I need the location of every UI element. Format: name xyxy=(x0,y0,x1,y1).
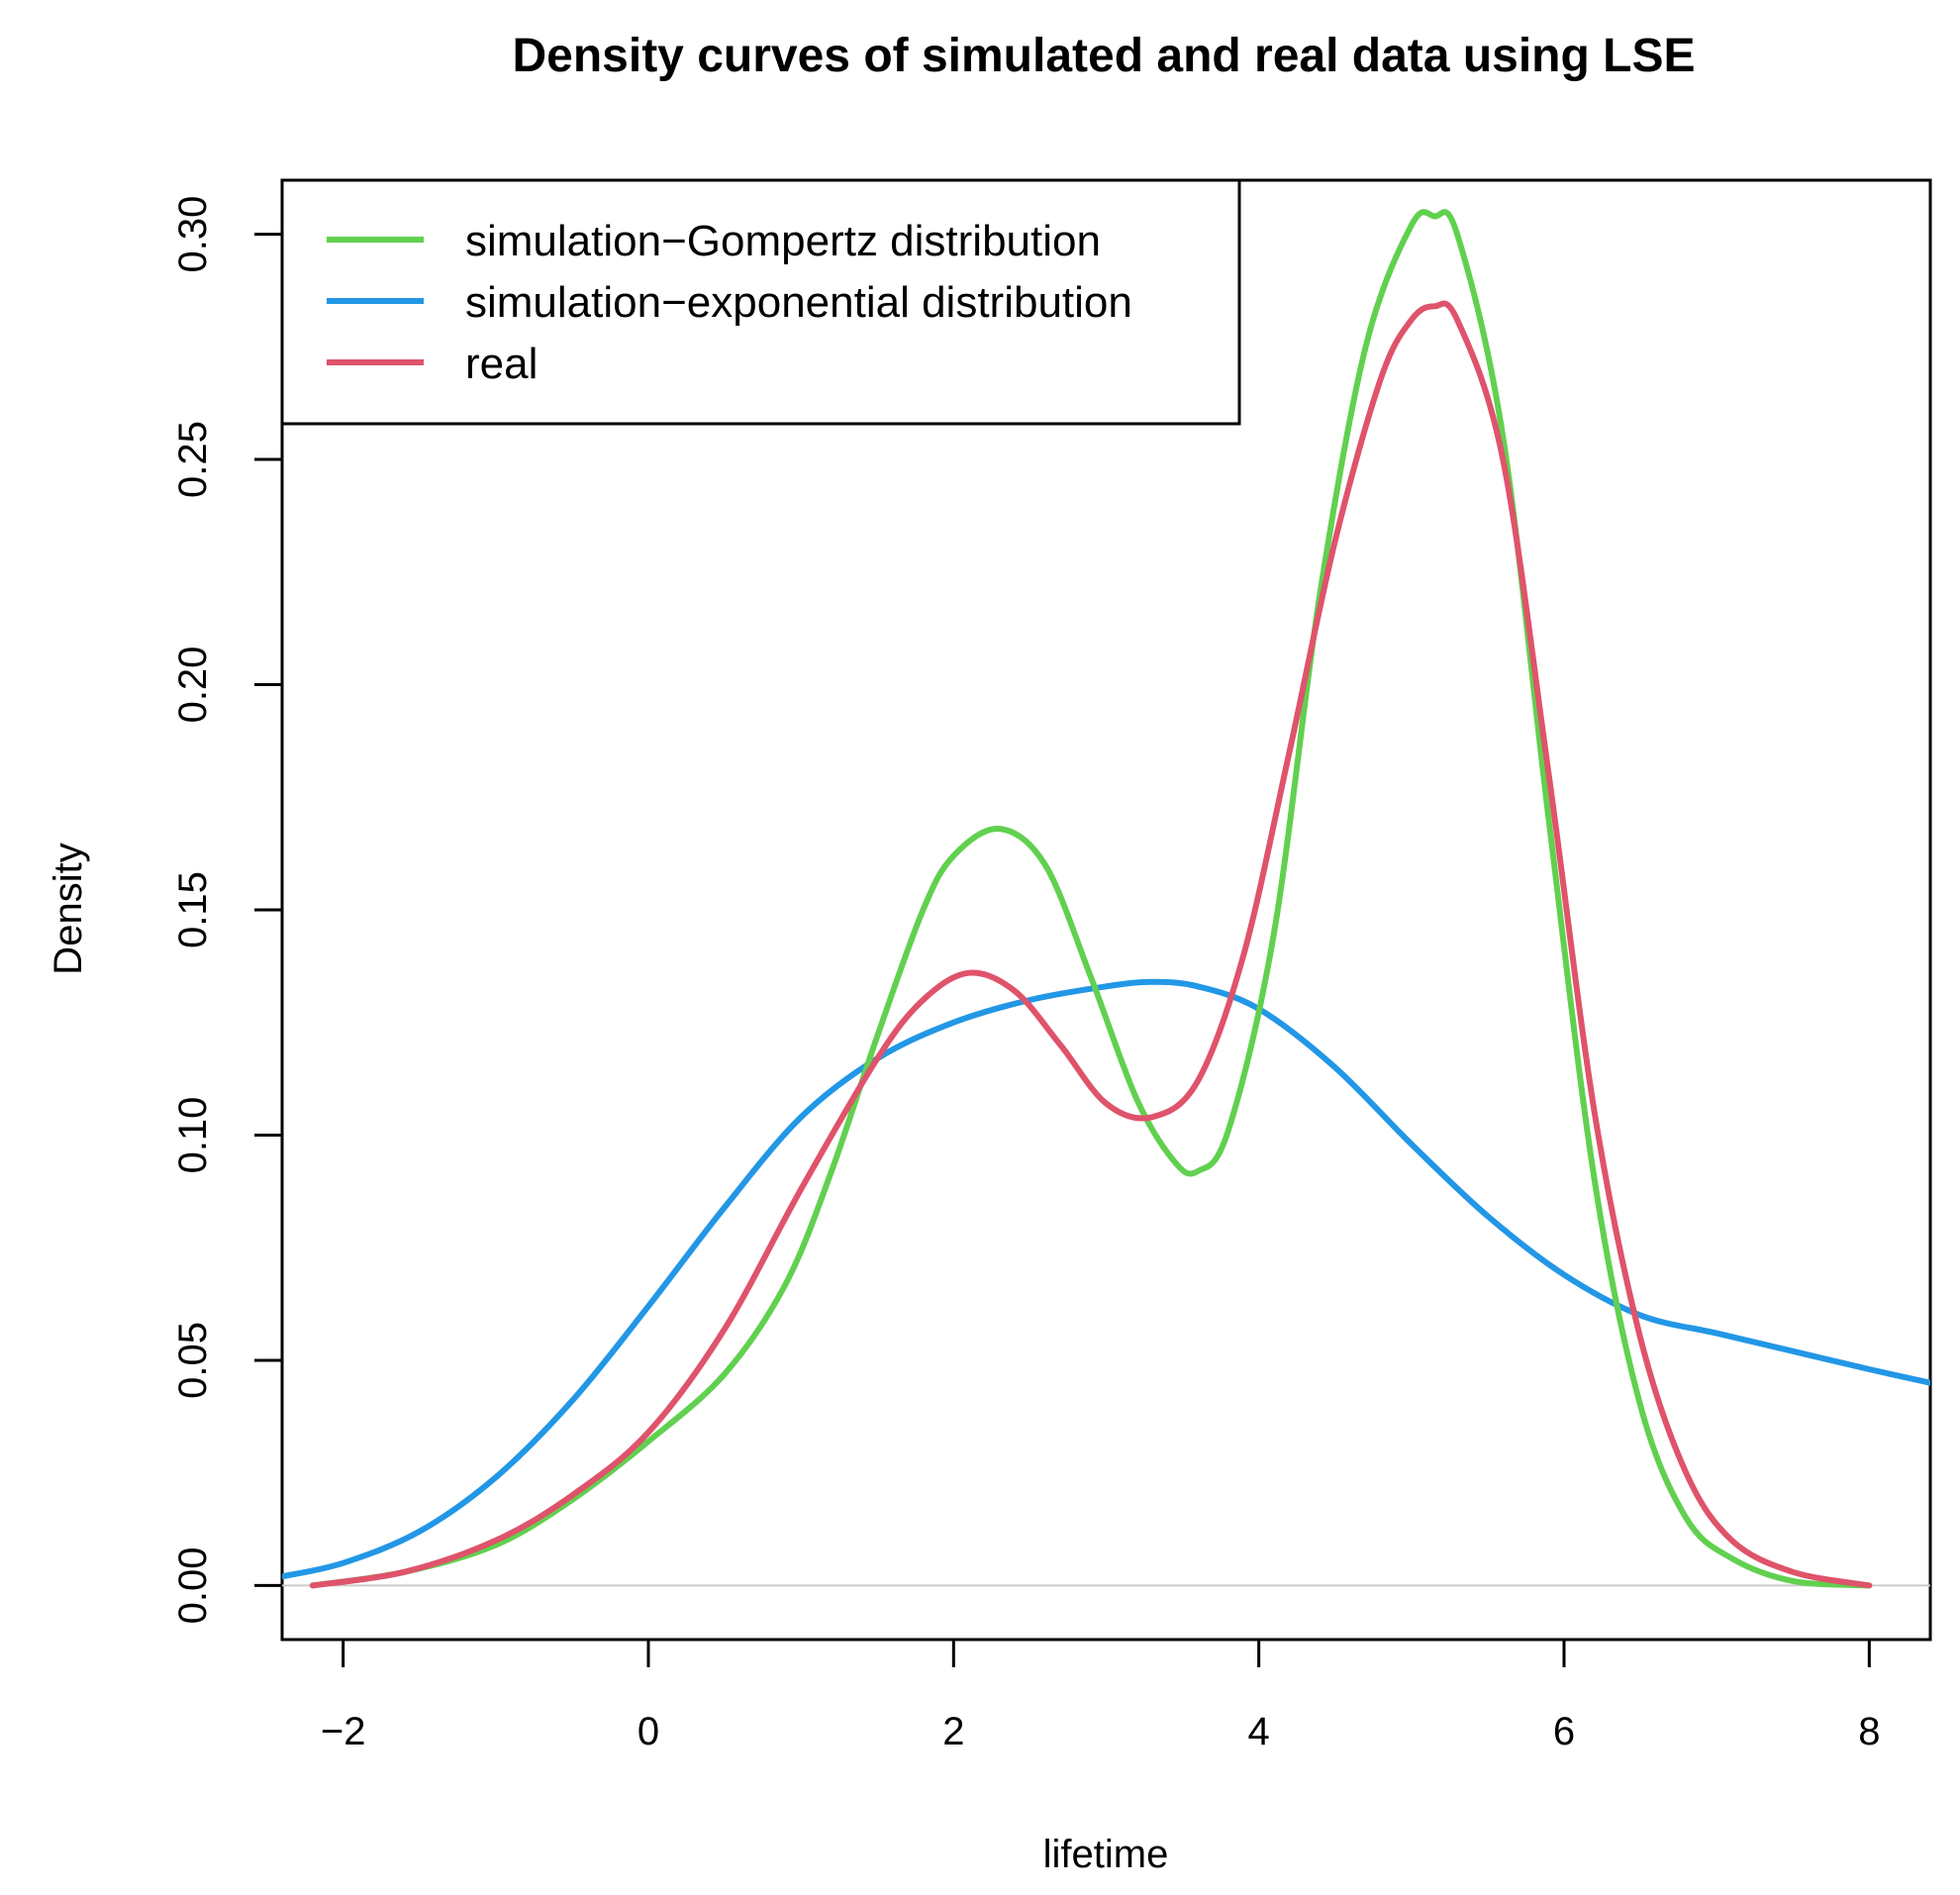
legend-label-exponential: simulation−exponential distribution xyxy=(465,278,1132,327)
x-axis: −2 0 2 4 6 8 xyxy=(321,1640,1880,1753)
legend: simulation−Gompertz distribution simulat… xyxy=(280,178,1241,426)
x-tick-label: 4 xyxy=(1248,1710,1270,1753)
x-tick-label: 2 xyxy=(942,1710,964,1753)
y-tick-label: 0.15 xyxy=(171,871,215,948)
x-tick-label: 8 xyxy=(1858,1710,1880,1753)
x-tick-label: 0 xyxy=(637,1710,659,1753)
curve-real xyxy=(309,300,1873,1589)
x-axis-label: lifetime xyxy=(1043,1833,1169,1876)
plot-frame xyxy=(280,178,1932,1642)
legend-box xyxy=(280,178,1241,426)
curve-exponential xyxy=(282,978,1930,1580)
y-tick-label: 0.30 xyxy=(171,196,215,273)
y-axis: 0.00 0.05 0.10 0.15 0.20 0.25 0.30 xyxy=(171,196,282,1624)
y-tick-label: 0.20 xyxy=(171,647,215,724)
y-tick-label: 0.25 xyxy=(171,421,215,498)
legend-label-gompertz: simulation−Gompertz distribution xyxy=(465,217,1101,265)
y-tick-label: 0.00 xyxy=(171,1546,215,1624)
y-tick-label: 0.10 xyxy=(171,1097,215,1174)
x-tick-label: −2 xyxy=(321,1710,366,1753)
y-axis-label: Density xyxy=(47,843,90,974)
x-tick-label: 6 xyxy=(1553,1710,1575,1753)
legend-label-real: real xyxy=(465,340,538,388)
curve-gompertz xyxy=(309,209,1873,1589)
y-tick-label: 0.05 xyxy=(171,1322,215,1399)
curves-layer xyxy=(282,209,1930,1589)
chart-title: Density curves of simulated and real dat… xyxy=(512,30,1695,82)
